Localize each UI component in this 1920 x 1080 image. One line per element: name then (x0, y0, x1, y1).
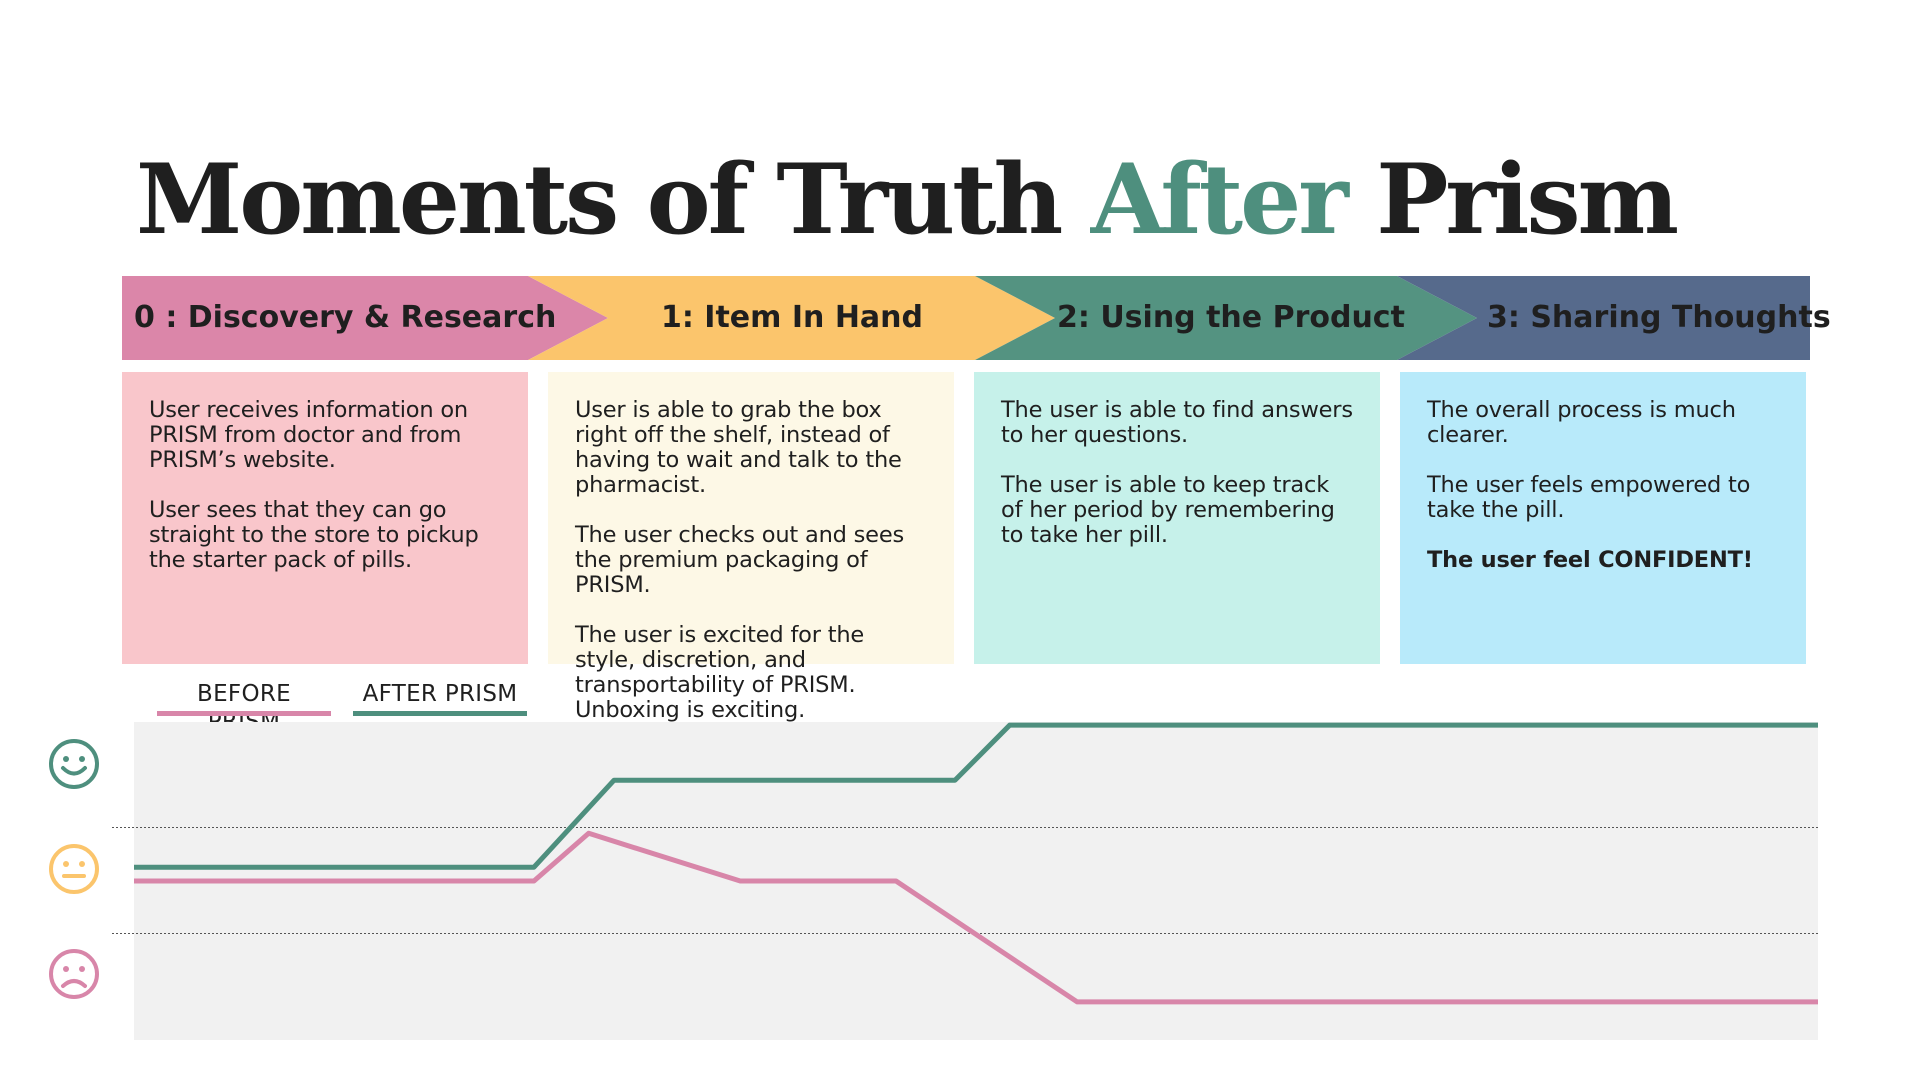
happy-face-icon (48, 738, 100, 790)
before-prism-line (134, 830, 1818, 1005)
stage-arrow-0 (122, 276, 608, 360)
stage-label-3: 3: Sharing Thoughts (1487, 300, 1831, 335)
card-paragraph: User is able to grab the box right off t… (575, 397, 902, 498)
stage-arrow-3 (1397, 276, 1810, 360)
stage-label-2: 2: Using the Product (1057, 300, 1405, 335)
legend-before-swatch (157, 711, 331, 716)
legend-after-swatch (353, 711, 527, 716)
card-paragraph: The user feels empowered to take the pil… (1427, 472, 1751, 523)
stage-arrows (122, 276, 1810, 360)
page-title: Moments of Truth After Prism (136, 152, 1679, 248)
stage-arrow-2 (975, 276, 1477, 360)
legend-after: AFTER PRISM (353, 680, 527, 716)
journey-stages: 0 : Discovery & Research 1: Item In Hand… (122, 276, 1831, 360)
title-part1: Moments of Truth (136, 143, 1091, 256)
card-paragraph: The overall process is much clearer. (1427, 397, 1736, 448)
stage-card-using-product: The user is able to find answers to her … (974, 372, 1380, 664)
after-prism-line (134, 722, 1818, 870)
stage-label-1: 1: Item In Hand (660, 300, 924, 335)
card-paragraph: The user checks out and sees the premium… (575, 522, 904, 598)
stage-card-item-in-hand: User is able to grab the box right off t… (548, 372, 954, 723)
stage-card-discovery: User receives information on PRISM from … (122, 372, 528, 664)
card-paragraph: User sees that they can go straight to t… (149, 497, 479, 573)
stage-label-0: 0 : Discovery & Research (134, 300, 557, 335)
title-part2: Prism (1345, 143, 1679, 256)
card-paragraph: The user is able to find answers to her … (1001, 397, 1353, 448)
stage-arrow-1 (528, 276, 1055, 360)
card-paragraph: The user is able to keep track of her pe… (1001, 472, 1335, 548)
legend-after-label: AFTER PRISM (362, 681, 518, 707)
stage-card-sharing-thoughts: The overall process is much clearer. The … (1400, 372, 1806, 664)
card-paragraph: User receives information on PRISM from … (149, 397, 468, 473)
sad-face-icon (48, 948, 100, 1000)
title-accent: After (1090, 143, 1349, 256)
card-highlight: The user feel CONFIDENT! (1427, 547, 1753, 573)
neutral-face-icon (48, 843, 100, 895)
card-paragraph: The user is excited for the style, discr… (575, 622, 865, 723)
